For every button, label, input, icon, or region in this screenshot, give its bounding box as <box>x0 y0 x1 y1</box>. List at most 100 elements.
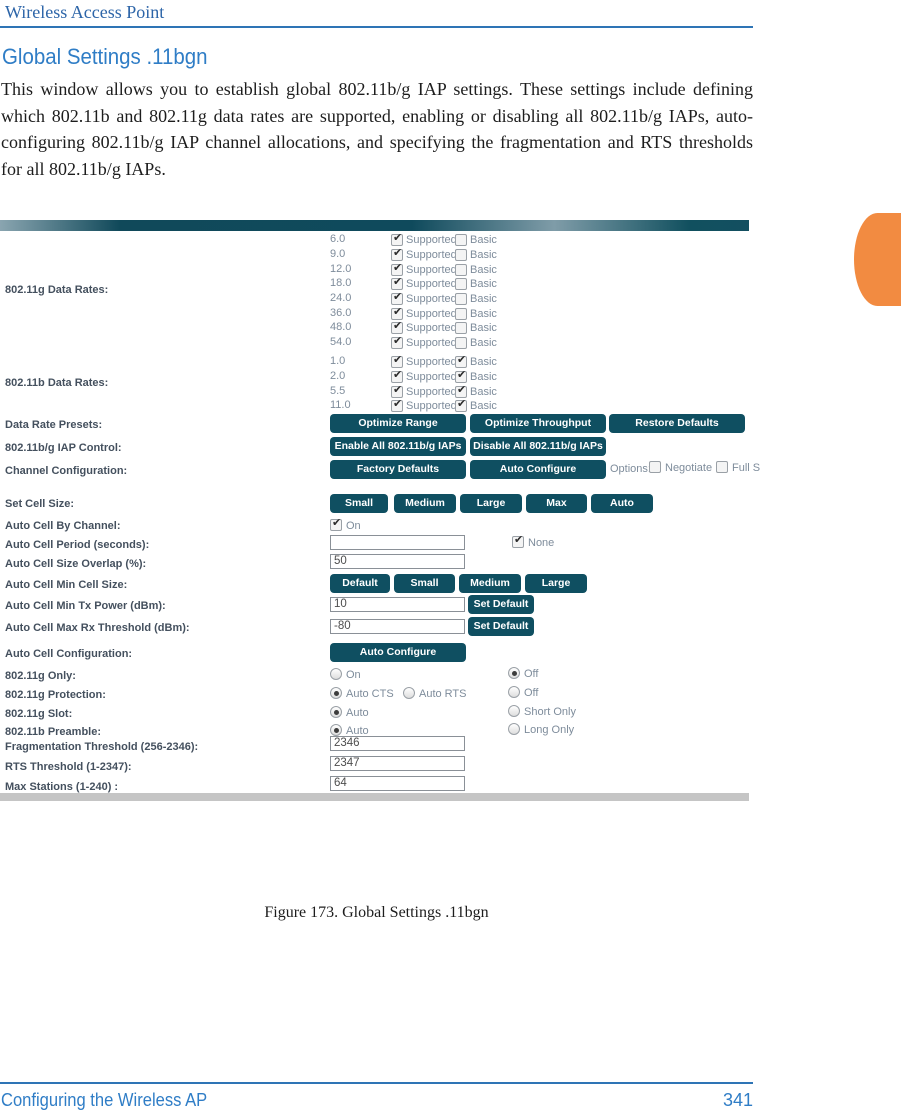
footer-section-name: Configuring the Wireless AP <box>1 1090 208 1110</box>
doc-header-title: Wireless Access Point <box>5 2 165 22</box>
auto-cell-size-overlap-input[interactable]: 50 <box>330 554 465 569</box>
disable-all-iaps-button[interactable]: Disable All 802.11b/g IAPs <box>470 437 606 456</box>
rate-11.0-supported-checkbox[interactable] <box>391 397 403 412</box>
rate-12.0-basic-checkbox[interactable] <box>455 264 467 276</box>
horizontal-scrollbar[interactable] <box>0 793 749 801</box>
figure-caption: Figure 173. Global Settings .11bgn <box>264 904 489 921</box>
rate-9.0-supported-checkbox[interactable] <box>391 246 403 261</box>
label-channel-configuration: Channel Configuration: <box>5 465 128 477</box>
rate-basic-label: Basic <box>470 356 497 368</box>
rate-supported-label: Supported <box>406 249 457 261</box>
preamble-long-only-radio[interactable] <box>508 723 520 735</box>
enable-all-iaps-button[interactable]: Enable All 802.11b/g IAPs <box>330 437 466 456</box>
slot-short-only-radio[interactable] <box>508 705 520 717</box>
slot-auto-radio[interactable] <box>330 706 342 718</box>
negotiate-checkbox-label: Negotiate <box>665 462 713 474</box>
rate-18.0-supported-checkbox[interactable] <box>391 275 403 290</box>
min-cell-medium-button[interactable]: Medium <box>459 574 521 593</box>
rate-54.0-basic-checkbox[interactable] <box>455 337 467 349</box>
screenshot-header-bar <box>0 220 749 231</box>
rate-supported-label: Supported <box>406 264 457 276</box>
auto-cell-by-channel-checkbox[interactable] <box>330 516 342 531</box>
cell-size-auto-button[interactable]: Auto <box>591 494 653 513</box>
rate-supported-label: Supported <box>406 278 457 290</box>
min-tx-power-input[interactable]: 10 <box>330 597 465 612</box>
rate-24.0-supported-checkbox[interactable] <box>391 290 403 305</box>
fragmentation-threshold-input[interactable]: 2346 <box>330 736 465 751</box>
label-max-stations-1-240: Max Stations (1-240) : <box>5 781 119 793</box>
rate-6.0-basic-checkbox[interactable] <box>455 234 467 246</box>
rate-value: 11.0 <box>330 399 351 411</box>
rate-1.0-supported-checkbox[interactable] <box>391 353 403 368</box>
label-rts-threshold-1-2347: RTS Threshold (1-2347): <box>5 761 132 773</box>
protection-off-radio-label: Off <box>524 687 539 699</box>
protection-auto-rts-radio[interactable] <box>403 687 415 699</box>
auto-cell-period-input[interactable] <box>330 535 465 550</box>
rate-basic-label: Basic <box>470 278 497 290</box>
full-scan-checkbox[interactable] <box>716 461 728 473</box>
protection-auto-cts-radio-label: Auto CTS <box>346 688 394 700</box>
g-only-off-radio-label: Off <box>524 668 539 680</box>
rate-48.0-supported-checkbox[interactable] <box>391 319 403 334</box>
restore-defaults-button[interactable]: Restore Defaults <box>609 414 745 433</box>
rate-48.0-basic-checkbox[interactable] <box>455 322 467 334</box>
rts-threshold-input[interactable]: 2347 <box>330 756 465 771</box>
rate-9.0-basic-checkbox[interactable] <box>455 249 467 261</box>
rate-basic-label: Basic <box>470 337 497 349</box>
rate-supported-label: Supported <box>406 322 457 334</box>
footer-rule <box>0 1082 753 1084</box>
cell-size-small-button[interactable]: Small <box>330 494 388 513</box>
rate-value: 36.0 <box>330 307 352 319</box>
cell-size-max-button[interactable]: Max <box>526 494 587 513</box>
auto-configure-channels-button[interactable]: Auto Configure <box>470 460 606 479</box>
rate-2.0-supported-checkbox[interactable] <box>391 368 403 383</box>
g-only-off-radio[interactable] <box>508 667 520 679</box>
protection-auto-rts-radio-label: Auto RTS <box>419 688 467 700</box>
rate-24.0-basic-checkbox[interactable] <box>455 293 467 305</box>
preamble-auto-radio[interactable] <box>330 724 342 736</box>
factory-defaults-button[interactable]: Factory Defaults <box>330 460 466 479</box>
cell-size-medium-button[interactable]: Medium <box>394 494 456 513</box>
rate-18.0-basic-checkbox[interactable] <box>455 278 467 290</box>
max-rx-threshold-set-default-button[interactable]: Set Default <box>468 617 534 636</box>
rate-basic-label: Basic <box>470 371 497 383</box>
min-cell-default-button[interactable]: Default <box>330 574 390 593</box>
rate-6.0-supported-checkbox[interactable] <box>391 231 403 246</box>
rate-1.0-basic-checkbox[interactable] <box>455 353 467 368</box>
optimize-range-button[interactable]: Optimize Range <box>330 414 466 433</box>
options-label: Options: <box>610 463 651 475</box>
label-802-11g-only: 802.11g Only: <box>5 670 76 682</box>
max-rx-threshold-input[interactable]: -80 <box>330 619 465 634</box>
auto-cell-period-none-checkbox[interactable] <box>512 533 524 548</box>
cell-size-large-button[interactable]: Large <box>460 494 522 513</box>
rate-value: 1.0 <box>330 355 346 367</box>
rate-11.0-basic-checkbox[interactable] <box>455 397 467 412</box>
label-fragmentation-threshold-256-2346: Fragmentation Threshold (256-2346): <box>5 741 199 753</box>
min-cell-large-button[interactable]: Large <box>525 574 587 593</box>
min-tx-power-set-default-button[interactable]: Set Default <box>468 595 534 614</box>
rate-supported-label: Supported <box>406 371 457 383</box>
rate-supported-label: Supported <box>406 293 457 305</box>
rate-value: 24.0 <box>330 292 352 304</box>
orange-tab-marker <box>854 213 901 306</box>
rate-value: 18.0 <box>330 277 352 289</box>
max-stations-input[interactable]: 64 <box>330 776 465 791</box>
rate-2.0-basic-checkbox[interactable] <box>455 368 467 383</box>
optimize-throughput-button[interactable]: Optimize Throughput <box>470 414 606 433</box>
label-data-rate-presets: Data Rate Presets: <box>5 419 103 431</box>
protection-off-radio[interactable] <box>508 686 520 698</box>
negotiate-checkbox[interactable] <box>649 461 661 473</box>
rate-54.0-supported-checkbox[interactable] <box>391 334 403 349</box>
label-auto-cell-min-tx-power-dbm: Auto Cell Min Tx Power (dBm): <box>5 600 166 612</box>
g-only-on-radio[interactable] <box>330 668 342 680</box>
min-cell-small-button[interactable]: Small <box>394 574 455 593</box>
g-only-on-radio-label: On <box>346 669 361 681</box>
auto-cell-by-channel-checkbox-label: On <box>346 520 361 532</box>
protection-auto-cts-radio[interactable] <box>330 687 342 699</box>
rate-36.0-basic-checkbox[interactable] <box>455 308 467 320</box>
rate-value: 2.0 <box>330 370 346 382</box>
header-rule <box>0 26 753 28</box>
auto-cell-configure-button[interactable]: Auto Configure <box>330 643 466 662</box>
slot-auto-radio-label: Auto <box>346 707 369 719</box>
rate-basic-label: Basic <box>470 264 497 276</box>
